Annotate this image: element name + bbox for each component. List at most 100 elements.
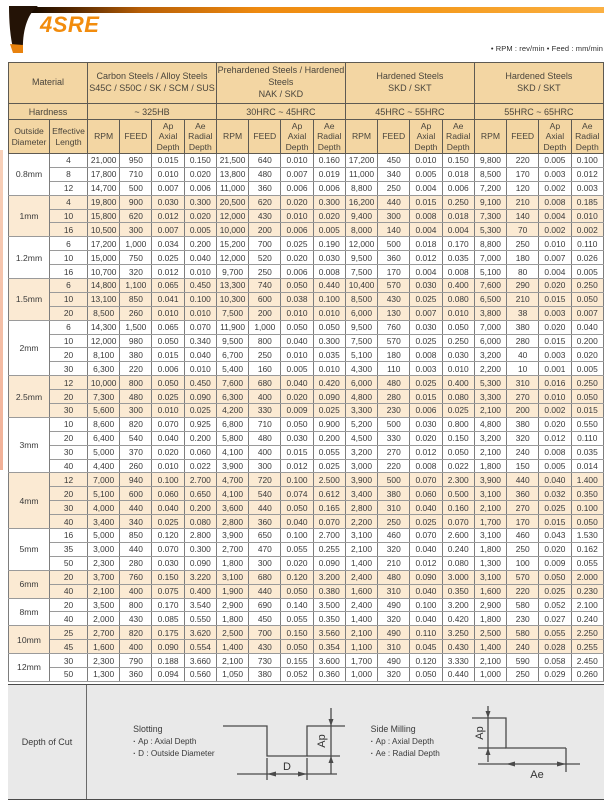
outside-diameter-cell: 2.5mm xyxy=(8,375,50,418)
value-cell: 2,100 xyxy=(344,541,379,557)
value-cell: 0.090 xyxy=(183,389,217,405)
value-cell: 3,300 xyxy=(473,389,508,405)
value-cell: 0.012 xyxy=(151,264,185,280)
value-cell: 0.255 xyxy=(570,639,605,655)
value-cell: 10,300 xyxy=(215,291,250,307)
value-cell: 170 xyxy=(506,166,540,182)
value-cell: 340 xyxy=(119,514,153,530)
value-cell: 0.012 xyxy=(409,444,443,460)
table-row: 40 2,000 430 0.085 0.550 1,800 450 0.055 0.350 1,… xyxy=(9,611,605,627)
value-cell: 0.090 xyxy=(312,389,346,405)
value-cell: 0.100 xyxy=(409,597,443,613)
value-cell: 0.160 xyxy=(312,153,346,168)
value-cell: 690 xyxy=(248,597,282,613)
value-cell: 0.090 xyxy=(312,555,346,571)
outside-diameter-header: Outside Diameter xyxy=(8,119,50,154)
value-cell: 440 xyxy=(377,194,411,210)
material-header-row: Material Carbon Steels / Alloy Steels S4… xyxy=(7,62,605,104)
value-cell: 0.006 xyxy=(151,361,185,377)
value-cell: 0.080 xyxy=(441,389,475,405)
value-cell: 4,800 xyxy=(473,416,508,432)
value-cell: 500 xyxy=(119,180,153,196)
value-cell: 3,200 xyxy=(344,444,379,460)
value-cell: 0.025 xyxy=(409,514,443,530)
value-cell: 3.220 xyxy=(183,569,217,585)
value-cell: 0.015 xyxy=(538,333,572,349)
effective-length-cell: 20 xyxy=(48,430,89,446)
value-cell: 320 xyxy=(506,430,540,446)
value-cell: 40 xyxy=(506,347,540,363)
value-cell: 4,100 xyxy=(215,444,250,460)
value-cell: 340 xyxy=(377,166,411,182)
value-cell: 2,300 xyxy=(87,653,121,668)
table-row: 40 4,400 260 0.010 0.022 3,900 300 0.012 0.025 3,… xyxy=(9,458,605,474)
table-body: 0.8mm 4 21,000 950 0.015 0.150 21,500 640 0.010 0… xyxy=(8,153,605,682)
value-cell: 2,700 xyxy=(87,625,121,641)
value-cell: 7,500 xyxy=(344,264,379,280)
value-cell: 170 xyxy=(506,514,540,530)
value-cell: 310 xyxy=(377,583,411,599)
effective-length-cell: 16 xyxy=(48,264,89,280)
value-cell: 0.003 xyxy=(538,166,572,182)
value-cell: 360 xyxy=(119,666,153,682)
value-cell: 0.022 xyxy=(441,458,475,474)
effective-length-cell: 30 xyxy=(48,444,89,460)
depth-of-cut-content: Slotting Ap : Axial Depth D : Outside Di… xyxy=(87,685,604,799)
value-cell: 0.030 xyxy=(151,555,185,571)
value-cell: 800 xyxy=(119,375,153,391)
value-cell: 0.006 xyxy=(183,180,217,196)
value-cell: 380 xyxy=(506,319,540,335)
value-cell: 0.004 xyxy=(409,264,443,280)
effective-length-cell: 30 xyxy=(48,361,89,377)
value-cell: 7,500 xyxy=(344,333,379,349)
material-group-hardened-steels-55-65: Hardened Steels SKD / SKT xyxy=(473,62,605,104)
value-cell: 0.015 xyxy=(151,347,185,363)
value-cell: 230 xyxy=(506,611,540,627)
value-cell: 900 xyxy=(119,194,153,210)
value-cell: 2,700 xyxy=(215,541,250,557)
value-cell: 400 xyxy=(119,583,153,599)
value-cell: 800 xyxy=(119,597,153,613)
value-cell: 380 xyxy=(506,416,540,432)
value-cell: 2.700 xyxy=(312,528,346,543)
value-cell: 0.250 xyxy=(441,333,475,349)
value-cell: 0.050 xyxy=(570,291,605,307)
rpm-header: RPM xyxy=(344,119,379,154)
value-cell: 4,200 xyxy=(215,403,250,418)
value-cell: 270 xyxy=(506,500,540,516)
value-cell: 0.010 xyxy=(151,166,185,182)
value-cell: 0.100 xyxy=(183,291,217,307)
value-cell: 0.001 xyxy=(538,361,572,377)
value-cell: 300 xyxy=(119,222,153,238)
value-cell: 4,000 xyxy=(87,500,121,516)
value-cell: 0.550 xyxy=(183,611,217,627)
value-cell: 570 xyxy=(377,333,411,349)
value-cell: 470 xyxy=(248,541,282,557)
value-cell: 3.330 xyxy=(441,653,475,668)
value-cell: 1,800 xyxy=(473,541,508,557)
value-cell: 0.058 xyxy=(538,653,572,668)
value-cell: 400 xyxy=(119,639,153,655)
value-cell: 11,000 xyxy=(344,166,379,182)
value-cell: 0.010 xyxy=(280,153,314,168)
rpm-header: RPM xyxy=(215,119,250,154)
value-cell: 9,700 xyxy=(215,264,250,280)
value-cell: 16,200 xyxy=(344,194,379,210)
value-cell: 0.041 xyxy=(151,291,185,307)
value-cell: 0.340 xyxy=(183,333,217,349)
hardness-group-1: ~ 325HB xyxy=(87,103,217,120)
effective-length-cell: 16 xyxy=(48,222,89,238)
value-cell: 380 xyxy=(119,347,153,363)
value-cell: 3.600 xyxy=(312,653,346,668)
value-cell: 1,800 xyxy=(215,555,250,571)
value-cell: 0.450 xyxy=(183,375,217,391)
value-cell: 0.020 xyxy=(280,194,314,210)
value-cell: 0.025 xyxy=(409,375,443,391)
value-cell: 170 xyxy=(377,264,411,280)
effective-length-cell: 30 xyxy=(48,653,89,668)
value-cell: 0.007 xyxy=(280,166,314,182)
value-cell: 0.612 xyxy=(312,486,346,502)
effective-length-cell: 12 xyxy=(48,375,89,391)
value-cell: 0.055 xyxy=(570,555,605,571)
value-cell: 0.400 xyxy=(441,375,475,391)
